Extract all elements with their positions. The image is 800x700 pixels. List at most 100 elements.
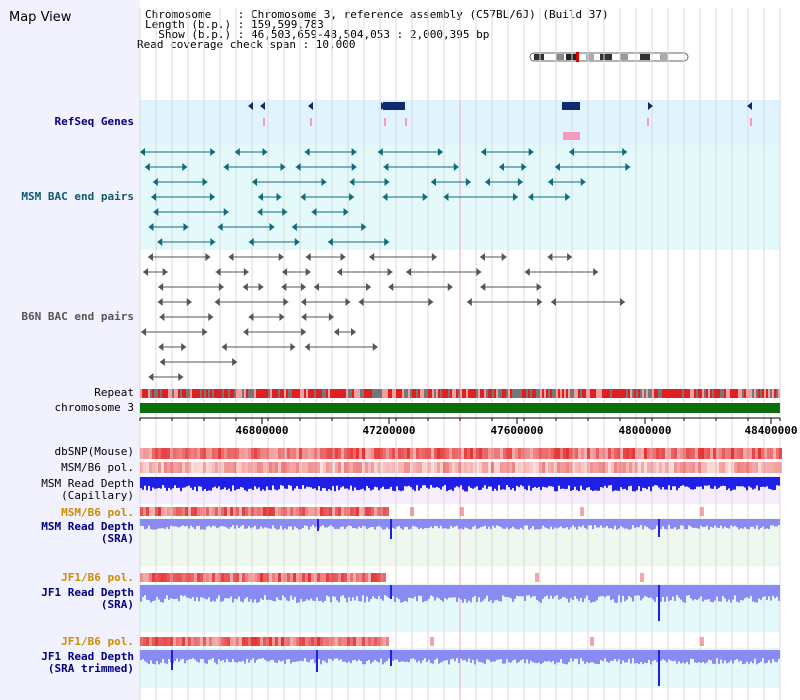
heat-cell [296, 462, 299, 473]
track-label-msm-bac[interactable]: MSM BAC end pairs [21, 190, 134, 203]
depth-bar [696, 650, 698, 663]
depth-bar [586, 585, 588, 596]
heat-cell [227, 448, 230, 459]
heat-cell [416, 462, 419, 473]
heat-cell [602, 462, 605, 473]
heat-cell [677, 448, 680, 459]
depth-bar [528, 585, 530, 596]
heat-cell [152, 637, 155, 646]
refseq-genes[interactable] [248, 102, 752, 140]
b6n-bac-pairs[interactable] [141, 253, 626, 381]
depth-bar [242, 477, 244, 488]
depth-bar [230, 650, 232, 663]
heat-cell [551, 448, 554, 459]
heat-cell [161, 462, 164, 473]
bac-end-marker [276, 193, 282, 201]
heat-cell [707, 448, 710, 459]
depth-bar [530, 585, 532, 598]
track-label-b6n-bac[interactable]: B6N BAC end pairs [21, 310, 134, 323]
depth-bar [576, 585, 578, 599]
depth-bar [768, 519, 770, 530]
depth-bar [660, 519, 662, 530]
axis-tick-label-2: 47200000 [363, 424, 416, 437]
heat-cell [296, 573, 299, 582]
depth-bar [282, 477, 284, 486]
repeat-segment [176, 389, 178, 398]
depth-bar [634, 585, 636, 596]
depth-bar [558, 477, 560, 486]
depth-bar [536, 650, 538, 664]
heat-cell [299, 573, 302, 582]
depth-bar [624, 519, 626, 529]
depth-bar [436, 585, 438, 598]
heat-cell [452, 462, 455, 473]
depth-bar [654, 585, 656, 602]
repeat-segment [412, 389, 414, 398]
heat-cell [278, 448, 281, 459]
depth-bar [580, 585, 582, 598]
depth-bar [506, 585, 508, 598]
repeat-segment [354, 389, 356, 398]
depth-bar [478, 519, 480, 529]
depth-bar [318, 650, 320, 660]
repeat-segment [548, 389, 550, 398]
track-label-refseq[interactable]: RefSeq Genes [54, 115, 134, 128]
heat-cell [305, 507, 308, 516]
repeat-segment [660, 389, 662, 398]
depth-bar [250, 519, 252, 529]
depth-bar [296, 477, 298, 487]
bac-end-marker [366, 283, 372, 291]
chromosome-ideogram[interactable] [529, 52, 689, 62]
depth-bar [226, 585, 228, 599]
repeat-segment [724, 389, 726, 398]
depth-bar [684, 585, 686, 603]
depth-bar [238, 585, 240, 597]
depth-bar [492, 585, 494, 603]
depth-bar [306, 519, 308, 527]
track-label-msm-depth-cap-2: (Capillary) [61, 489, 134, 502]
depth-bar [644, 585, 646, 596]
depth-bar [210, 519, 212, 528]
heat-cell [170, 448, 173, 459]
heat-cell [764, 462, 767, 473]
msm-bac-pairs[interactable] [140, 148, 631, 246]
depth-bar [152, 650, 154, 664]
repeat-segment [436, 389, 438, 398]
depth-bar [190, 477, 192, 488]
repeat-segment [518, 389, 520, 398]
depth-bar [274, 650, 276, 663]
heat-cell [479, 448, 482, 459]
depth-bar [362, 477, 364, 489]
heat-cell [224, 637, 227, 646]
depth-bar [480, 650, 482, 663]
depth-bar [736, 650, 738, 659]
heat-cell [335, 637, 338, 646]
depth-bar [526, 519, 528, 526]
depth-bar [450, 650, 452, 660]
heat-cell [593, 448, 596, 459]
depth-bar [340, 477, 342, 488]
heat-cell [731, 448, 734, 459]
heat-cell [554, 448, 557, 459]
depth-bar [220, 650, 222, 662]
heat-cell [548, 448, 551, 459]
depth-bar [644, 650, 646, 663]
depth-bar [622, 519, 624, 528]
depth-bar [680, 585, 682, 600]
heat-cell [299, 507, 302, 516]
bac-end-marker [431, 253, 437, 261]
heat-cell [734, 462, 737, 473]
sidebar [0, 0, 140, 700]
depth-bar [658, 477, 660, 488]
heat-cell [326, 637, 329, 646]
repeat-segment [768, 389, 770, 398]
bac-end-marker [258, 193, 264, 201]
depth-bar [696, 519, 698, 529]
repeat-segment [542, 389, 544, 398]
bac-end-marker [248, 238, 254, 246]
depth-bar [498, 519, 500, 527]
repeat-segment [332, 389, 334, 398]
heat-cell [161, 448, 164, 459]
depth-bar [542, 477, 544, 487]
